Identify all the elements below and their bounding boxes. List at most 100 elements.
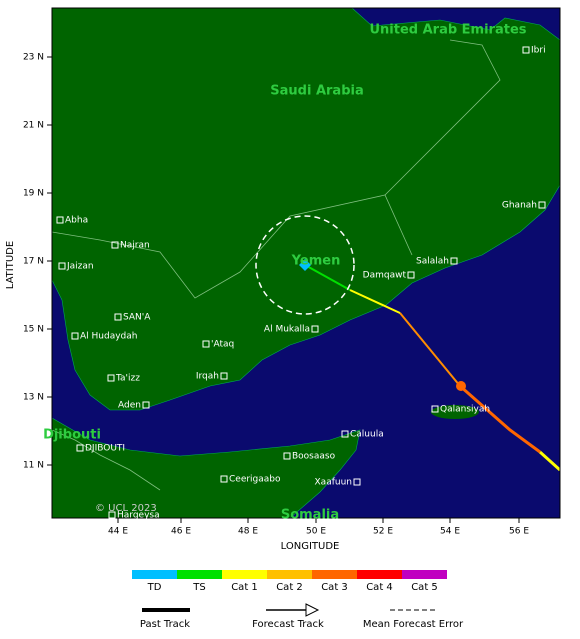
borders [52, 194, 413, 299]
track-legend [142, 603, 438, 617]
category-label: Cat 3 [321, 582, 348, 593]
category-swatch [402, 570, 447, 579]
category-swatch [357, 570, 402, 579]
city-label: Najran [120, 241, 150, 251]
city-marker [111, 241, 119, 249]
socotra [431, 405, 479, 419]
city-label: Irqah [196, 372, 219, 382]
city-label: Hargeysa [117, 511, 160, 521]
lon-tick-label: 54 E [440, 527, 460, 537]
lat-tick-label: 15 N [23, 325, 44, 335]
country-label: Yemen [291, 254, 341, 269]
city-marker [450, 257, 458, 265]
lat-tick-label: 21 N [23, 121, 44, 131]
category-swatch [177, 570, 222, 579]
city-marker [220, 372, 228, 380]
category-label: TD [147, 582, 162, 593]
track-legend-label: Forecast Track [252, 619, 324, 630]
city-label: 'Ataq [211, 340, 234, 350]
city-marker [522, 46, 530, 54]
city-label: Xaafuun [315, 478, 352, 488]
city-marker [311, 325, 319, 333]
track [349, 289, 401, 314]
category-swatch [132, 570, 177, 579]
city-marker [114, 313, 122, 321]
lat-tick-label: 13 N [23, 393, 44, 403]
city-marker [108, 511, 116, 519]
lon-tick-label: 44 E [108, 527, 128, 537]
borders [384, 39, 501, 196]
city-label: Jaizan [66, 262, 94, 272]
x-axis-label: LONGITUDE [281, 541, 340, 552]
city-label: SAN'A [123, 313, 151, 323]
category-swatch [312, 570, 357, 579]
track-legend-label: Past Track [140, 619, 190, 630]
lon-tick-label: 52 E [373, 527, 393, 537]
city-label: Ta'izz [115, 374, 140, 384]
country-label: Saudi Arabia [270, 84, 363, 99]
lat-tick-label: 17 N [23, 257, 44, 267]
country-label: Djibouti [43, 428, 101, 443]
category-label: Cat 1 [231, 582, 258, 593]
city-marker [283, 452, 291, 460]
category-label: Cat 2 [276, 582, 303, 593]
lat-tick-label: 23 N [23, 53, 44, 63]
category-label: TS [192, 582, 205, 593]
city-label: Al Mukalla [264, 325, 310, 335]
lon-tick-label: 46 E [171, 527, 191, 537]
city-label: Qalansiyah [440, 405, 490, 415]
city-label: Ghanah [502, 201, 537, 211]
africa-land [52, 417, 361, 518]
city-marker [56, 216, 64, 224]
y-axis-label: LATITUDE [5, 241, 16, 289]
category-label: Cat 4 [366, 582, 393, 593]
track [399, 312, 461, 387]
country-label: Somalia [281, 508, 339, 523]
track-legend-label: Mean Forecast Error [363, 619, 464, 630]
city-marker [341, 430, 349, 438]
city-marker [142, 401, 150, 409]
track [304, 264, 351, 291]
category-label: Cat 5 [411, 582, 438, 593]
city-label: Boosaaso [292, 452, 336, 462]
city-label: DJIBOUTI [85, 444, 125, 454]
city-marker [220, 475, 228, 483]
city-marker [431, 405, 439, 413]
lon-tick-label: 56 E [509, 527, 529, 537]
category-swatch [267, 570, 312, 579]
track-point [456, 381, 466, 391]
city-marker [76, 444, 84, 452]
city-label: Ibri [531, 46, 546, 56]
lat-tick-label: 19 N [23, 189, 44, 199]
city-marker [107, 374, 115, 382]
city-label: Al Hudaydah [80, 332, 137, 342]
track [459, 384, 541, 454]
country-label: United Arab Emirates [369, 23, 526, 38]
lon-tick-label: 50 E [306, 527, 326, 537]
forecast-arrow [305, 603, 320, 617]
map-frame [51, 7, 561, 519]
city-marker [202, 340, 210, 348]
map-layer [52, 8, 560, 518]
lat-tick-label: 11 N [23, 461, 44, 471]
category-swatch [222, 570, 267, 579]
forecast-error-circle [255, 215, 355, 315]
city-label: Damqawt [363, 271, 407, 281]
storm-marker [299, 259, 311, 271]
city-marker [58, 262, 66, 270]
city-label: Abha [65, 216, 88, 226]
city-label: Ceerigaabo [229, 475, 281, 485]
city-marker [407, 271, 415, 279]
city-label: Aden [118, 401, 141, 411]
borders [52, 429, 161, 491]
copyright: © UCL 2023 [95, 503, 157, 514]
city-marker [71, 332, 79, 340]
city-label: Salalah [416, 257, 449, 267]
city-label: Caluula [350, 430, 384, 440]
lon-tick-label: 48 E [238, 527, 258, 537]
city-marker [353, 478, 361, 486]
track [538, 450, 560, 472]
city-marker [538, 201, 546, 209]
arabia-land [52, 8, 560, 411]
